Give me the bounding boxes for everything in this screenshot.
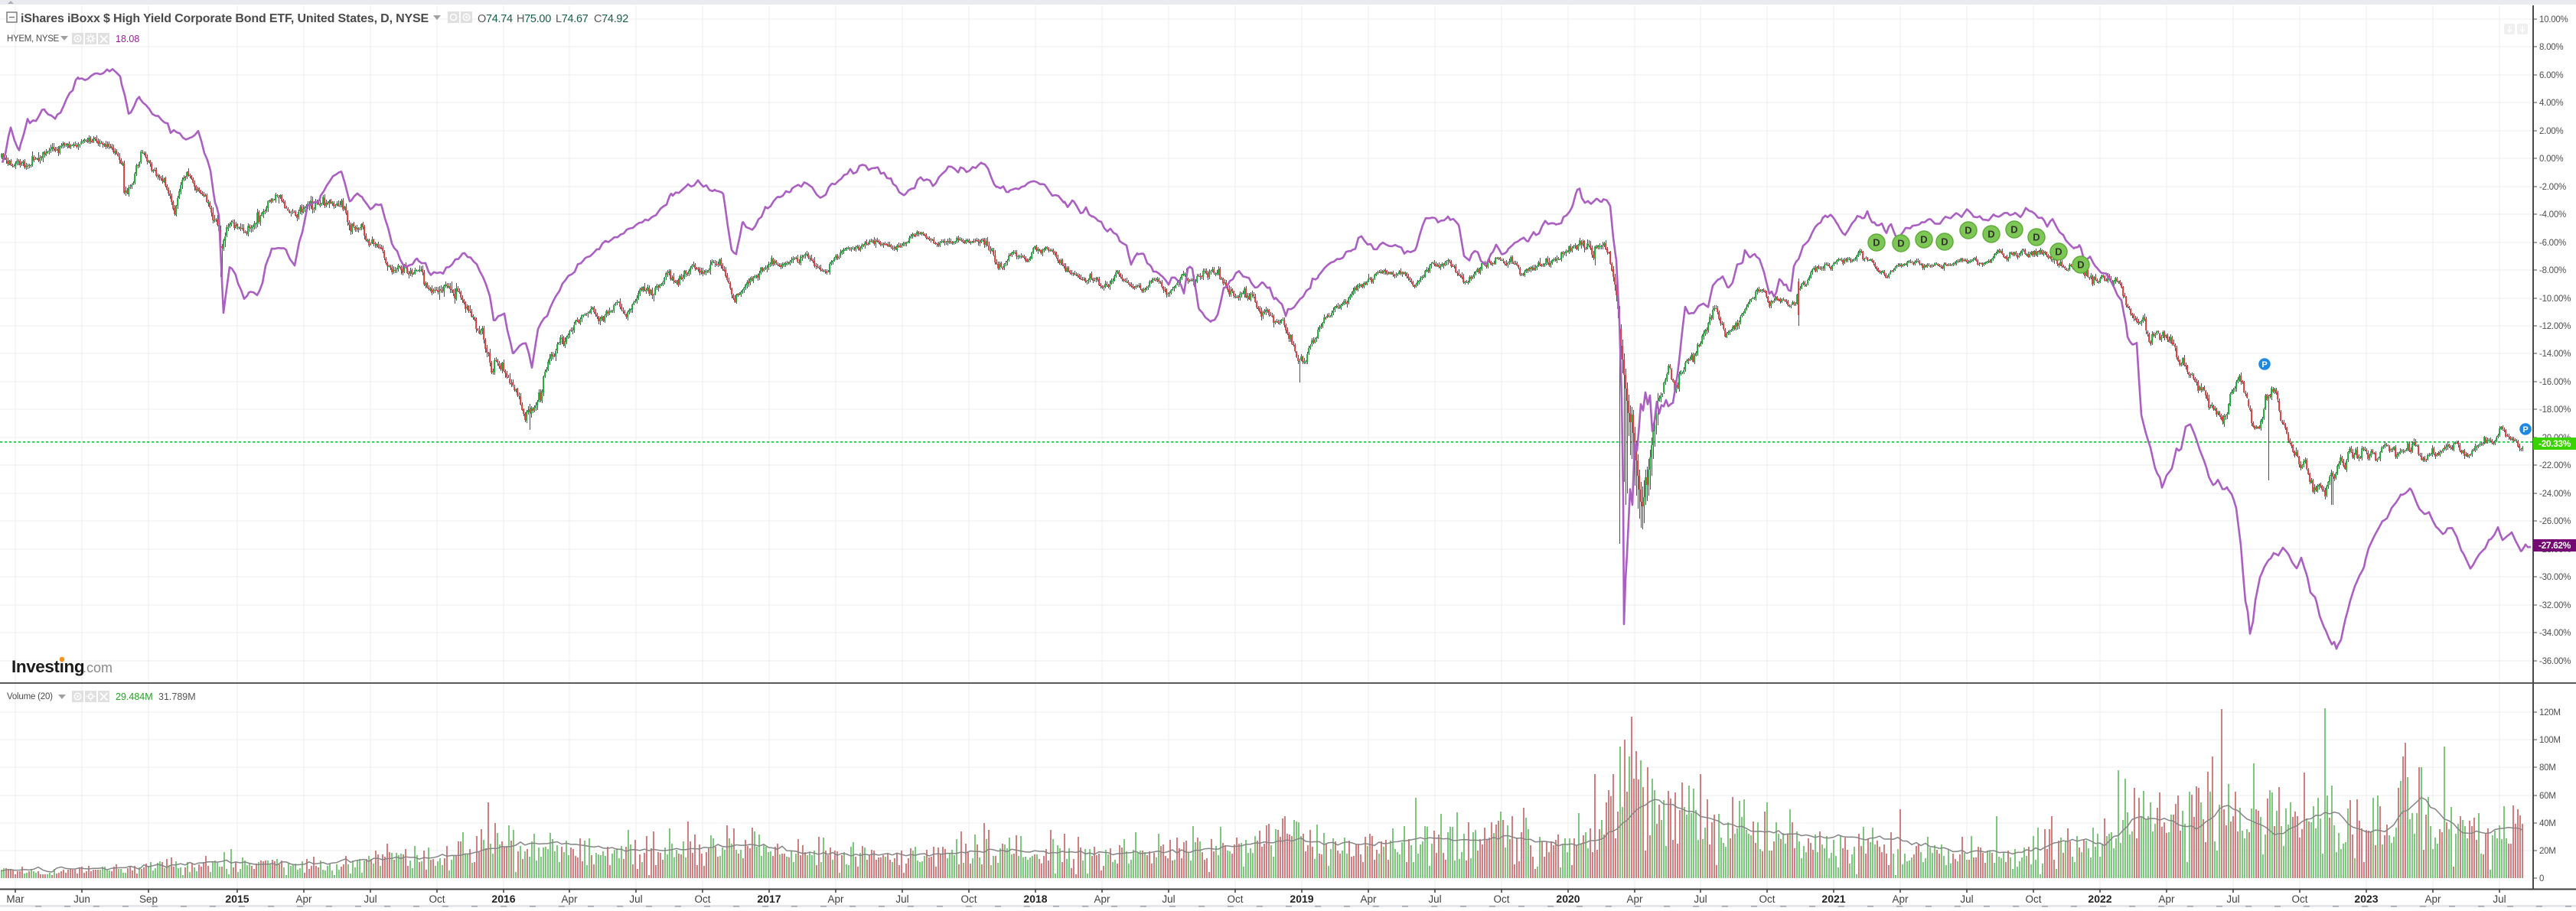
svg-text:2023: 2023 — [2354, 893, 2378, 905]
svg-text:2.00%: 2.00% — [2539, 127, 2563, 136]
svg-text:2019: 2019 — [1290, 893, 1313, 905]
svg-text:.com: .com — [83, 660, 112, 675]
svg-text:Investing: Investing — [11, 657, 84, 676]
svg-text:D: D — [2033, 232, 2040, 243]
svg-text:Jun: Jun — [73, 893, 90, 905]
svg-text:Jul: Jul — [629, 893, 642, 905]
svg-text:-16.00%: -16.00% — [2539, 378, 2571, 387]
svg-text:Oct: Oct — [1493, 893, 1509, 905]
svg-text:D: D — [1941, 236, 1948, 248]
svg-text:10.00%: 10.00% — [2539, 15, 2568, 24]
svg-text:Apr: Apr — [295, 893, 312, 905]
svg-text:2017: 2017 — [757, 893, 781, 905]
svg-text:D: D — [1965, 225, 1971, 236]
svg-text:Jul: Jul — [895, 893, 908, 905]
svg-text:-20.33%: -20.33% — [2539, 438, 2571, 449]
svg-text:Jul: Jul — [1960, 893, 1973, 905]
svg-text:-36.00%: -36.00% — [2539, 657, 2571, 666]
svg-text:Apr: Apr — [1892, 893, 1909, 905]
svg-text:4.00%: 4.00% — [2539, 99, 2563, 108]
svg-text:Oct: Oct — [429, 893, 445, 905]
svg-text:D: D — [1987, 229, 1994, 240]
svg-text:D: D — [2077, 259, 2084, 271]
svg-text:Jul: Jul — [364, 893, 377, 905]
svg-text:D: D — [1873, 237, 1880, 249]
svg-text:-18.00%: -18.00% — [2539, 405, 2571, 415]
svg-text:-34.00%: -34.00% — [2539, 629, 2571, 638]
svg-text:80M: 80M — [2539, 763, 2556, 773]
svg-text:Apr: Apr — [2424, 893, 2441, 905]
svg-text:Oct: Oct — [2025, 893, 2041, 905]
svg-text:20M: 20M — [2539, 847, 2556, 856]
svg-text:Sep: Sep — [139, 893, 158, 905]
svg-text:-26.00%: -26.00% — [2539, 517, 2571, 526]
svg-text:8.00%: 8.00% — [2539, 43, 2563, 52]
svg-text:Oct: Oct — [1759, 893, 1775, 905]
svg-text:2018: 2018 — [1023, 893, 1047, 905]
svg-text:-12.00%: -12.00% — [2539, 322, 2571, 331]
svg-text:Volume (20): Volume (20) — [7, 692, 53, 701]
svg-text:Jul: Jul — [2226, 893, 2239, 905]
svg-text:iShares iBoxx $ High Yield Cor: iShares iBoxx $ High Yield Corporate Bon… — [21, 12, 429, 25]
svg-text:-6.00%: -6.00% — [2539, 239, 2566, 248]
svg-text:60M: 60M — [2539, 792, 2556, 801]
svg-text:-8.00%: -8.00% — [2539, 266, 2566, 275]
svg-text:-30.00%: -30.00% — [2539, 573, 2571, 582]
svg-text:O74.74: O74.74 — [478, 13, 513, 25]
svg-text:29.484M: 29.484M — [116, 691, 153, 702]
svg-text:Oct: Oct — [960, 893, 977, 905]
svg-text:Mar: Mar — [6, 893, 24, 905]
svg-text:2022: 2022 — [2088, 893, 2111, 905]
svg-text:D: D — [1920, 234, 1927, 246]
svg-text:D: D — [2010, 224, 2017, 236]
svg-text:100M: 100M — [2539, 736, 2561, 745]
svg-text:6.00%: 6.00% — [2539, 71, 2563, 80]
svg-text:P: P — [2522, 425, 2528, 434]
svg-text:-32.00%: -32.00% — [2539, 601, 2571, 610]
svg-text:Oct: Oct — [1227, 893, 1243, 905]
svg-text:40M: 40M — [2539, 819, 2556, 828]
svg-text:31.789M: 31.789M — [158, 691, 196, 702]
svg-text:HYEM, NYSE: HYEM, NYSE — [7, 34, 60, 44]
svg-text:Apr: Apr — [2158, 893, 2175, 905]
svg-text:-24.00%: -24.00% — [2539, 490, 2571, 499]
svg-text:Jul: Jul — [1694, 893, 1707, 905]
svg-text:Apr: Apr — [561, 893, 578, 905]
svg-text:-22.00%: -22.00% — [2539, 461, 2571, 470]
svg-text:0: 0 — [2539, 874, 2544, 883]
svg-text:2020: 2020 — [1556, 893, 1580, 905]
svg-text:2015: 2015 — [225, 893, 249, 905]
svg-text:-2.00%: -2.00% — [2539, 183, 2566, 192]
svg-text:Oct: Oct — [694, 893, 710, 905]
svg-text:Apr: Apr — [1360, 893, 1377, 905]
svg-text:Oct: Oct — [2291, 893, 2307, 905]
svg-text:Jul: Jul — [2493, 893, 2506, 905]
svg-text:Apr: Apr — [1094, 893, 1110, 905]
svg-text:D: D — [1897, 238, 1904, 249]
svg-text:-14.00%: -14.00% — [2539, 350, 2571, 359]
svg-text:Apr: Apr — [827, 893, 844, 905]
svg-text:Jul: Jul — [1162, 893, 1175, 905]
svg-text:120M: 120M — [2539, 708, 2561, 717]
svg-text:-27.62%: -27.62% — [2539, 540, 2571, 551]
svg-text:Jul: Jul — [1428, 893, 1441, 905]
svg-text:H75.00: H75.00 — [517, 13, 551, 25]
svg-text:Apr: Apr — [1626, 893, 1643, 905]
svg-text:P: P — [2261, 360, 2267, 369]
svg-text:2021: 2021 — [1821, 893, 1845, 905]
svg-text:L74.67: L74.67 — [556, 13, 589, 25]
svg-text:0.00%: 0.00% — [2539, 155, 2563, 164]
svg-text:2016: 2016 — [491, 893, 515, 905]
svg-text:-10.00%: -10.00% — [2539, 294, 2571, 304]
svg-text:18.08: 18.08 — [116, 34, 139, 44]
svg-text:D: D — [2055, 246, 2062, 258]
svg-text:C74.92: C74.92 — [594, 13, 628, 25]
svg-text:-4.00%: -4.00% — [2539, 210, 2566, 220]
